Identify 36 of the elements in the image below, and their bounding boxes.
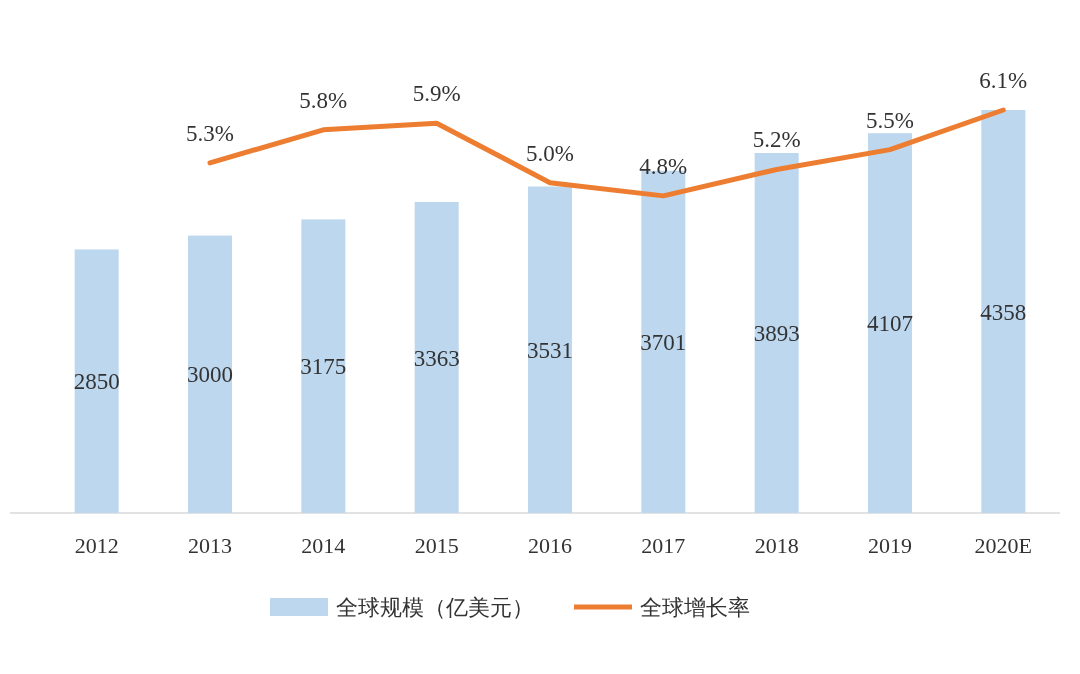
data-label: 3893 [753, 321, 800, 346]
data-label: 5.9% [412, 81, 461, 107]
bar [188, 235, 232, 513]
data-label: 3531 [527, 337, 573, 363]
x-tick-label: 2015 [414, 533, 459, 558]
bar [981, 110, 1026, 513]
bar [528, 186, 572, 513]
x-tick-label: 2013 [188, 533, 232, 558]
data-label: 4.8% [639, 153, 688, 179]
bar [301, 219, 346, 513]
data-label: 5.5% [866, 107, 914, 133]
data-label: 4107 [867, 311, 913, 337]
bar [754, 153, 799, 513]
data-label: 5.0% [526, 140, 574, 166]
data-label: 2850 [73, 369, 120, 395]
data-label: 6.1% [979, 68, 1028, 93]
bar [414, 202, 459, 513]
data-label: 3701 [640, 329, 687, 355]
data-label: 3363 [413, 345, 460, 371]
x-tick-label: 2014 [301, 533, 346, 558]
legend-label: 全球规模（亿美元） [336, 595, 534, 620]
data-label: 5.2% [752, 127, 801, 153]
data-label: 4358 [980, 299, 1027, 325]
data-label: 3175 [300, 354, 347, 380]
bar [868, 133, 912, 513]
x-tick-label: 2017 [641, 533, 686, 558]
data-label: 3000 [187, 362, 233, 388]
x-tick-label: 2020E [974, 533, 1033, 558]
x-tick-label: 2019 [868, 533, 912, 558]
x-tick-label: 2016 [528, 533, 572, 558]
x-tick-label: 2018 [754, 533, 799, 558]
legend-label: 全球增长率 [640, 595, 750, 620]
x-tick-label: 2012 [74, 533, 119, 558]
data-label: 5.8% [299, 87, 348, 113]
bar [74, 249, 119, 513]
data-label: 5.3% [186, 120, 234, 146]
